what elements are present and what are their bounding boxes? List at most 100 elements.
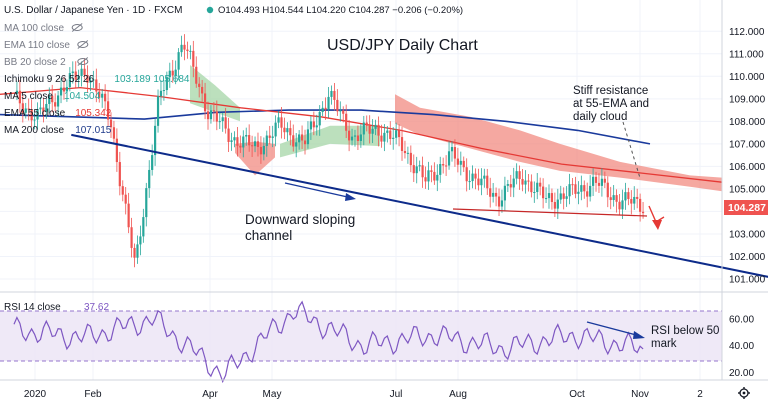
candle (453, 139, 457, 167)
legend-row-5[interactable]: EMA 55 close 105.342 (4, 108, 112, 119)
candle (59, 78, 63, 104)
candle (209, 105, 213, 124)
legend-row-4[interactable]: MA 5 close 104.504 (4, 91, 101, 102)
candle (412, 154, 415, 182)
price-tick-6: 106.000 (729, 162, 766, 173)
candle (377, 116, 380, 147)
support-line (452, 208, 648, 217)
candle (27, 98, 30, 121)
eye-hidden-icon[interactable] (77, 57, 89, 66)
candle (256, 132, 260, 157)
candle (527, 174, 530, 192)
candle (480, 168, 483, 196)
legend-row-2[interactable]: BB 20 close 2 (4, 57, 89, 68)
candle (586, 182, 589, 208)
legend-row-0[interactable]: MA 100 close (4, 23, 83, 34)
candle (30, 99, 33, 128)
candle (459, 151, 462, 176)
candle (450, 141, 454, 162)
price-tag: 104.287 (728, 202, 766, 214)
candle (71, 61, 74, 84)
eye-hidden-icon[interactable] (71, 23, 83, 32)
rsi-arrow (586, 321, 641, 337)
price-axis[interactable]: 112.000 111.000 110.000 109.000 108.000 107.0… (729, 27, 766, 286)
candle (142, 208, 145, 243)
candle (268, 125, 271, 145)
candle (133, 243, 136, 268)
price-tick-3: 109.000 (729, 94, 766, 105)
candle (524, 170, 527, 194)
candle (383, 124, 386, 152)
legend-row-1[interactable]: EMA 110 close (4, 40, 89, 51)
candle (156, 89, 160, 133)
channel-note-1: Downward sloping (245, 212, 355, 227)
candle (192, 40, 195, 78)
candle (83, 58, 86, 80)
candle (462, 156, 465, 172)
time-axis[interactable]: 2020 Feb Apr May Jul Aug Oct Nov 2 (24, 389, 703, 400)
candle (233, 131, 236, 148)
indicator-legend[interactable]: MA 100 close EMA 110 close BB 20 close 2 Ic… (4, 23, 190, 136)
candle (104, 84, 107, 111)
candle (248, 124, 251, 152)
symbol-title[interactable]: U.S. Dollar / Japanese Yen · 1D · FXCM (4, 5, 182, 16)
candle (503, 176, 507, 212)
candle (447, 141, 451, 170)
candle (245, 127, 248, 146)
candle (547, 184, 551, 209)
candle (286, 122, 289, 142)
legend-label: MA 5 close (4, 91, 53, 102)
time-tick-5: Aug (449, 389, 467, 400)
candle (630, 190, 633, 215)
channel-lower-line (71, 133, 768, 278)
candle (186, 41, 189, 59)
candle (615, 189, 618, 213)
candle (42, 97, 45, 123)
candle (392, 127, 395, 150)
candle (224, 107, 227, 134)
candle (318, 105, 321, 136)
candle (362, 115, 365, 146)
candle (221, 112, 224, 132)
candle (380, 124, 383, 148)
candle (539, 177, 542, 196)
candle (568, 173, 571, 205)
candle (477, 168, 480, 191)
candle (168, 62, 171, 88)
legend-row-3[interactable]: Ichimoku 9 26 52 26 103.189 105.684 (4, 74, 190, 85)
candle (530, 174, 533, 198)
candle (430, 165, 433, 183)
candle (618, 194, 621, 216)
candle (518, 165, 521, 190)
rsi-label[interactable]: RSI 14 close (4, 302, 61, 313)
legend-row-6[interactable]: MA 200 close 107.015 (4, 125, 112, 136)
candle (159, 80, 163, 106)
candle (118, 151, 121, 196)
legend-value: 105.342 (75, 108, 112, 119)
candle (465, 158, 468, 192)
rsi-axis[interactable]: 60.00 40.00 20.00 (729, 314, 754, 379)
eye-hidden-icon[interactable] (77, 40, 89, 49)
candle (474, 168, 477, 190)
candle (236, 127, 239, 157)
resistance-note-3: daily cloud (573, 111, 627, 123)
candle (92, 70, 95, 88)
candle (489, 177, 492, 208)
candle (45, 98, 48, 119)
candle (594, 171, 598, 192)
candle (583, 180, 586, 199)
candle (89, 75, 92, 92)
rsi-line (13, 300, 644, 384)
time-tick-3: May (263, 389, 282, 400)
candle (309, 116, 312, 140)
candle (180, 35, 183, 57)
resistance-note-2: at 55-EMA and (573, 98, 649, 110)
candle (303, 129, 307, 155)
candle (15, 81, 19, 101)
candle (289, 120, 292, 146)
candle (315, 114, 318, 136)
candle (148, 160, 151, 198)
price-tick-5: 107.000 (729, 139, 766, 150)
candle (536, 173, 539, 200)
gear-icon[interactable] (738, 387, 750, 399)
